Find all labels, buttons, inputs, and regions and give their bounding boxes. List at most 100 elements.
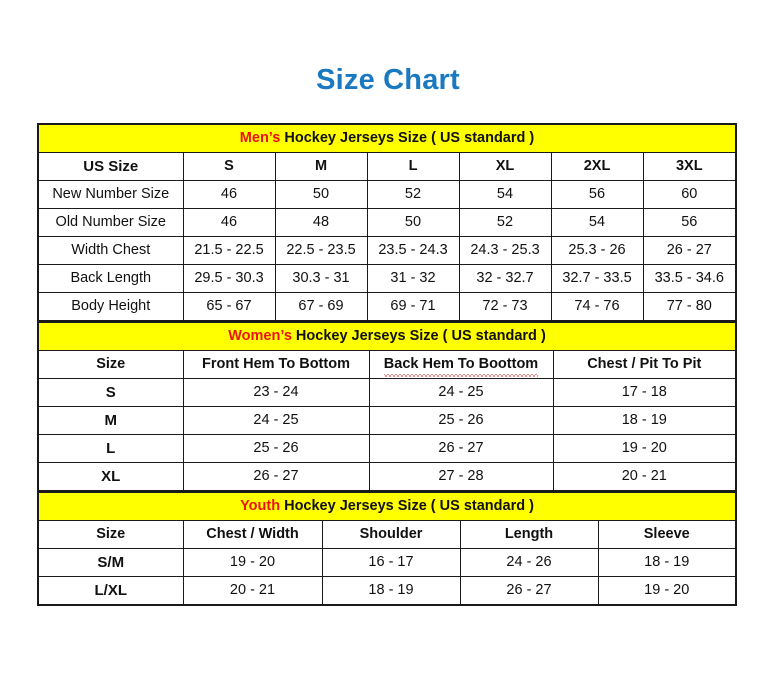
mens-banner-rest: Hockey Jerseys Size ( US standard ) bbox=[280, 130, 535, 146]
youth-row-0-label: S/M bbox=[37, 548, 184, 577]
womens-banner-accent: Women’s bbox=[228, 328, 292, 344]
table-row: New Number Size 46 50 52 54 56 60 bbox=[37, 180, 737, 209]
mens-row-3-cell-4: 32.7 - 33.5 bbox=[550, 264, 644, 293]
table-row: Body Height 65 - 67 67 - 69 69 - 71 72 -… bbox=[37, 292, 737, 322]
table-row: M 24 - 25 25 - 26 18 - 19 bbox=[37, 406, 737, 435]
youth-header-2: Shoulder bbox=[321, 520, 461, 549]
mens-row-2-cell-2: 23.5 - 24.3 bbox=[366, 236, 460, 265]
youth-row-1-cell-1: 18 - 19 bbox=[321, 576, 461, 606]
mens-header-3: L bbox=[366, 152, 460, 181]
womens-row-2-cell-0: 25 - 26 bbox=[182, 434, 370, 463]
mens-header-2: M bbox=[274, 152, 368, 181]
table-row: L 25 - 26 26 - 27 19 - 20 bbox=[37, 434, 737, 463]
womens-header-1: Front Hem To Bottom bbox=[182, 350, 370, 379]
youth-size-table: Youth Hockey Jerseys Size ( US standard … bbox=[37, 492, 738, 606]
mens-row-0-cell-4: 56 bbox=[550, 180, 644, 209]
mens-header-1: S bbox=[182, 152, 276, 181]
womens-row-0-cell-1: 24 - 25 bbox=[368, 378, 554, 407]
youth-banner-rest: Hockey Jerseys Size ( US standard ) bbox=[280, 498, 534, 514]
mens-row-1-cell-4: 54 bbox=[550, 208, 644, 237]
mens-row-0-cell-3: 54 bbox=[458, 180, 552, 209]
mens-row-3-cell-2: 31 - 32 bbox=[366, 264, 460, 293]
table-row: Width Chest 21.5 - 22.5 22.5 - 23.5 23.5… bbox=[37, 236, 737, 265]
mens-row-0-label: New Number Size bbox=[37, 180, 184, 209]
mens-row-4-cell-3: 72 - 73 bbox=[458, 292, 552, 322]
womens-row-3-cell-2: 20 - 21 bbox=[552, 462, 737, 492]
mens-row-3-cell-3: 32 - 32.7 bbox=[458, 264, 552, 293]
mens-row-2-cell-0: 21.5 - 22.5 bbox=[182, 236, 276, 265]
mens-row-0-cell-0: 46 bbox=[182, 180, 276, 209]
mens-row-2-cell-5: 26 - 27 bbox=[642, 236, 737, 265]
mens-row-3-cell-0: 29.5 - 30.3 bbox=[182, 264, 276, 293]
table-row: Back Length 29.5 - 30.3 30.3 - 31 31 - 3… bbox=[37, 264, 737, 293]
womens-row-0-label: S bbox=[37, 378, 184, 407]
mens-banner-accent: Men’s bbox=[239, 130, 281, 146]
mens-row-2-cell-4: 25.3 - 26 bbox=[550, 236, 644, 265]
mens-row-3-cell-1: 30.3 - 31 bbox=[274, 264, 368, 293]
womens-header-2-misspelled: Back Hem To Boottom bbox=[383, 352, 539, 378]
womens-size-table: Women’s Hockey Jerseys Size ( US standar… bbox=[37, 322, 738, 492]
womens-row-2-cell-1: 26 - 27 bbox=[368, 434, 554, 463]
mens-banner-row: Men’s Hockey Jerseys Size ( US standard … bbox=[37, 123, 737, 153]
youth-row-1-cell-2: 26 - 27 bbox=[459, 576, 599, 606]
mens-row-4-cell-4: 74 - 76 bbox=[550, 292, 644, 322]
womens-banner-rest: Hockey Jerseys Size ( US standard ) bbox=[291, 328, 546, 344]
mens-row-1-cell-5: 56 bbox=[642, 208, 737, 237]
mens-row-1-cell-2: 50 bbox=[366, 208, 460, 237]
mens-row-0-cell-5: 60 bbox=[642, 180, 737, 209]
mens-header-0: US Size bbox=[37, 152, 184, 181]
womens-section-banner: Women’s Hockey Jerseys Size ( US standar… bbox=[37, 322, 737, 351]
youth-header-4: Sleeve bbox=[597, 520, 737, 549]
table-row: L/XL 20 - 21 18 - 19 26 - 27 19 - 20 bbox=[37, 576, 737, 606]
mens-header-row: US Size S M L XL 2XL 3XL bbox=[37, 152, 737, 181]
mens-row-4-cell-0: 65 - 67 bbox=[182, 292, 276, 322]
youth-banner-accent: Youth bbox=[240, 498, 281, 514]
mens-row-4-label: Body Height bbox=[37, 292, 184, 322]
womens-row-0-cell-0: 23 - 24 bbox=[182, 378, 370, 407]
table-row: S 23 - 24 24 - 25 17 - 18 bbox=[37, 378, 737, 407]
mens-row-2-cell-3: 24.3 - 25.3 bbox=[458, 236, 552, 265]
youth-row-0-cell-3: 18 - 19 bbox=[597, 548, 737, 577]
womens-row-1-cell-0: 24 - 25 bbox=[182, 406, 370, 435]
table-row: Old Number Size 46 48 50 52 54 56 bbox=[37, 208, 737, 237]
youth-row-0-cell-2: 24 - 26 bbox=[459, 548, 599, 577]
mens-row-4-cell-2: 69 - 71 bbox=[366, 292, 460, 322]
mens-row-3-cell-5: 33.5 - 34.6 bbox=[642, 264, 737, 293]
youth-header-0: Size bbox=[37, 520, 184, 549]
mens-section-banner: Men’s Hockey Jerseys Size ( US standard … bbox=[37, 123, 737, 153]
youth-header-row: Size Chest / Width Shoulder Length Sleev… bbox=[37, 520, 737, 549]
mens-row-2-cell-1: 22.5 - 23.5 bbox=[274, 236, 368, 265]
mens-row-0-cell-1: 50 bbox=[274, 180, 368, 209]
mens-row-1-cell-0: 46 bbox=[182, 208, 276, 237]
mens-row-1-cell-1: 48 bbox=[274, 208, 368, 237]
womens-row-1-cell-1: 25 - 26 bbox=[368, 406, 554, 435]
womens-row-3-label: XL bbox=[37, 462, 184, 492]
womens-banner-row: Women’s Hockey Jerseys Size ( US standar… bbox=[37, 322, 737, 351]
womens-row-1-label: M bbox=[37, 406, 184, 435]
youth-row-0-cell-0: 19 - 20 bbox=[182, 548, 323, 577]
youth-header-3: Length bbox=[459, 520, 599, 549]
mens-row-4-cell-1: 67 - 69 bbox=[274, 292, 368, 322]
womens-row-0-cell-2: 17 - 18 bbox=[552, 378, 737, 407]
mens-row-3-label: Back Length bbox=[37, 264, 184, 293]
womens-header-3: Chest / Pit To Pit bbox=[552, 350, 737, 379]
size-chart-tables: Men’s Hockey Jerseys Size ( US standard … bbox=[37, 123, 738, 606]
mens-header-4: XL bbox=[458, 152, 552, 181]
mens-row-2-label: Width Chest bbox=[37, 236, 184, 265]
womens-row-1-cell-2: 18 - 19 bbox=[552, 406, 737, 435]
mens-size-table: Men’s Hockey Jerseys Size ( US standard … bbox=[37, 123, 738, 322]
womens-header-2: Back Hem To Boottom bbox=[368, 350, 554, 379]
mens-header-6: 3XL bbox=[642, 152, 737, 181]
mens-row-0-cell-2: 52 bbox=[366, 180, 460, 209]
youth-header-1: Chest / Width bbox=[182, 520, 323, 549]
youth-row-0-cell-1: 16 - 17 bbox=[321, 548, 461, 577]
table-row: S/M 19 - 20 16 - 17 24 - 26 18 - 19 bbox=[37, 548, 737, 577]
page-title: Size Chart bbox=[316, 64, 460, 96]
womens-header-row: Size Front Hem To Bottom Back Hem To Boo… bbox=[37, 350, 737, 379]
mens-row-1-label: Old Number Size bbox=[37, 208, 184, 237]
youth-row-1-cell-3: 19 - 20 bbox=[597, 576, 737, 606]
womens-row-3-cell-1: 27 - 28 bbox=[368, 462, 554, 492]
youth-row-1-label: L/XL bbox=[37, 576, 184, 606]
womens-header-0: Size bbox=[37, 350, 184, 379]
womens-row-3-cell-0: 26 - 27 bbox=[182, 462, 370, 492]
